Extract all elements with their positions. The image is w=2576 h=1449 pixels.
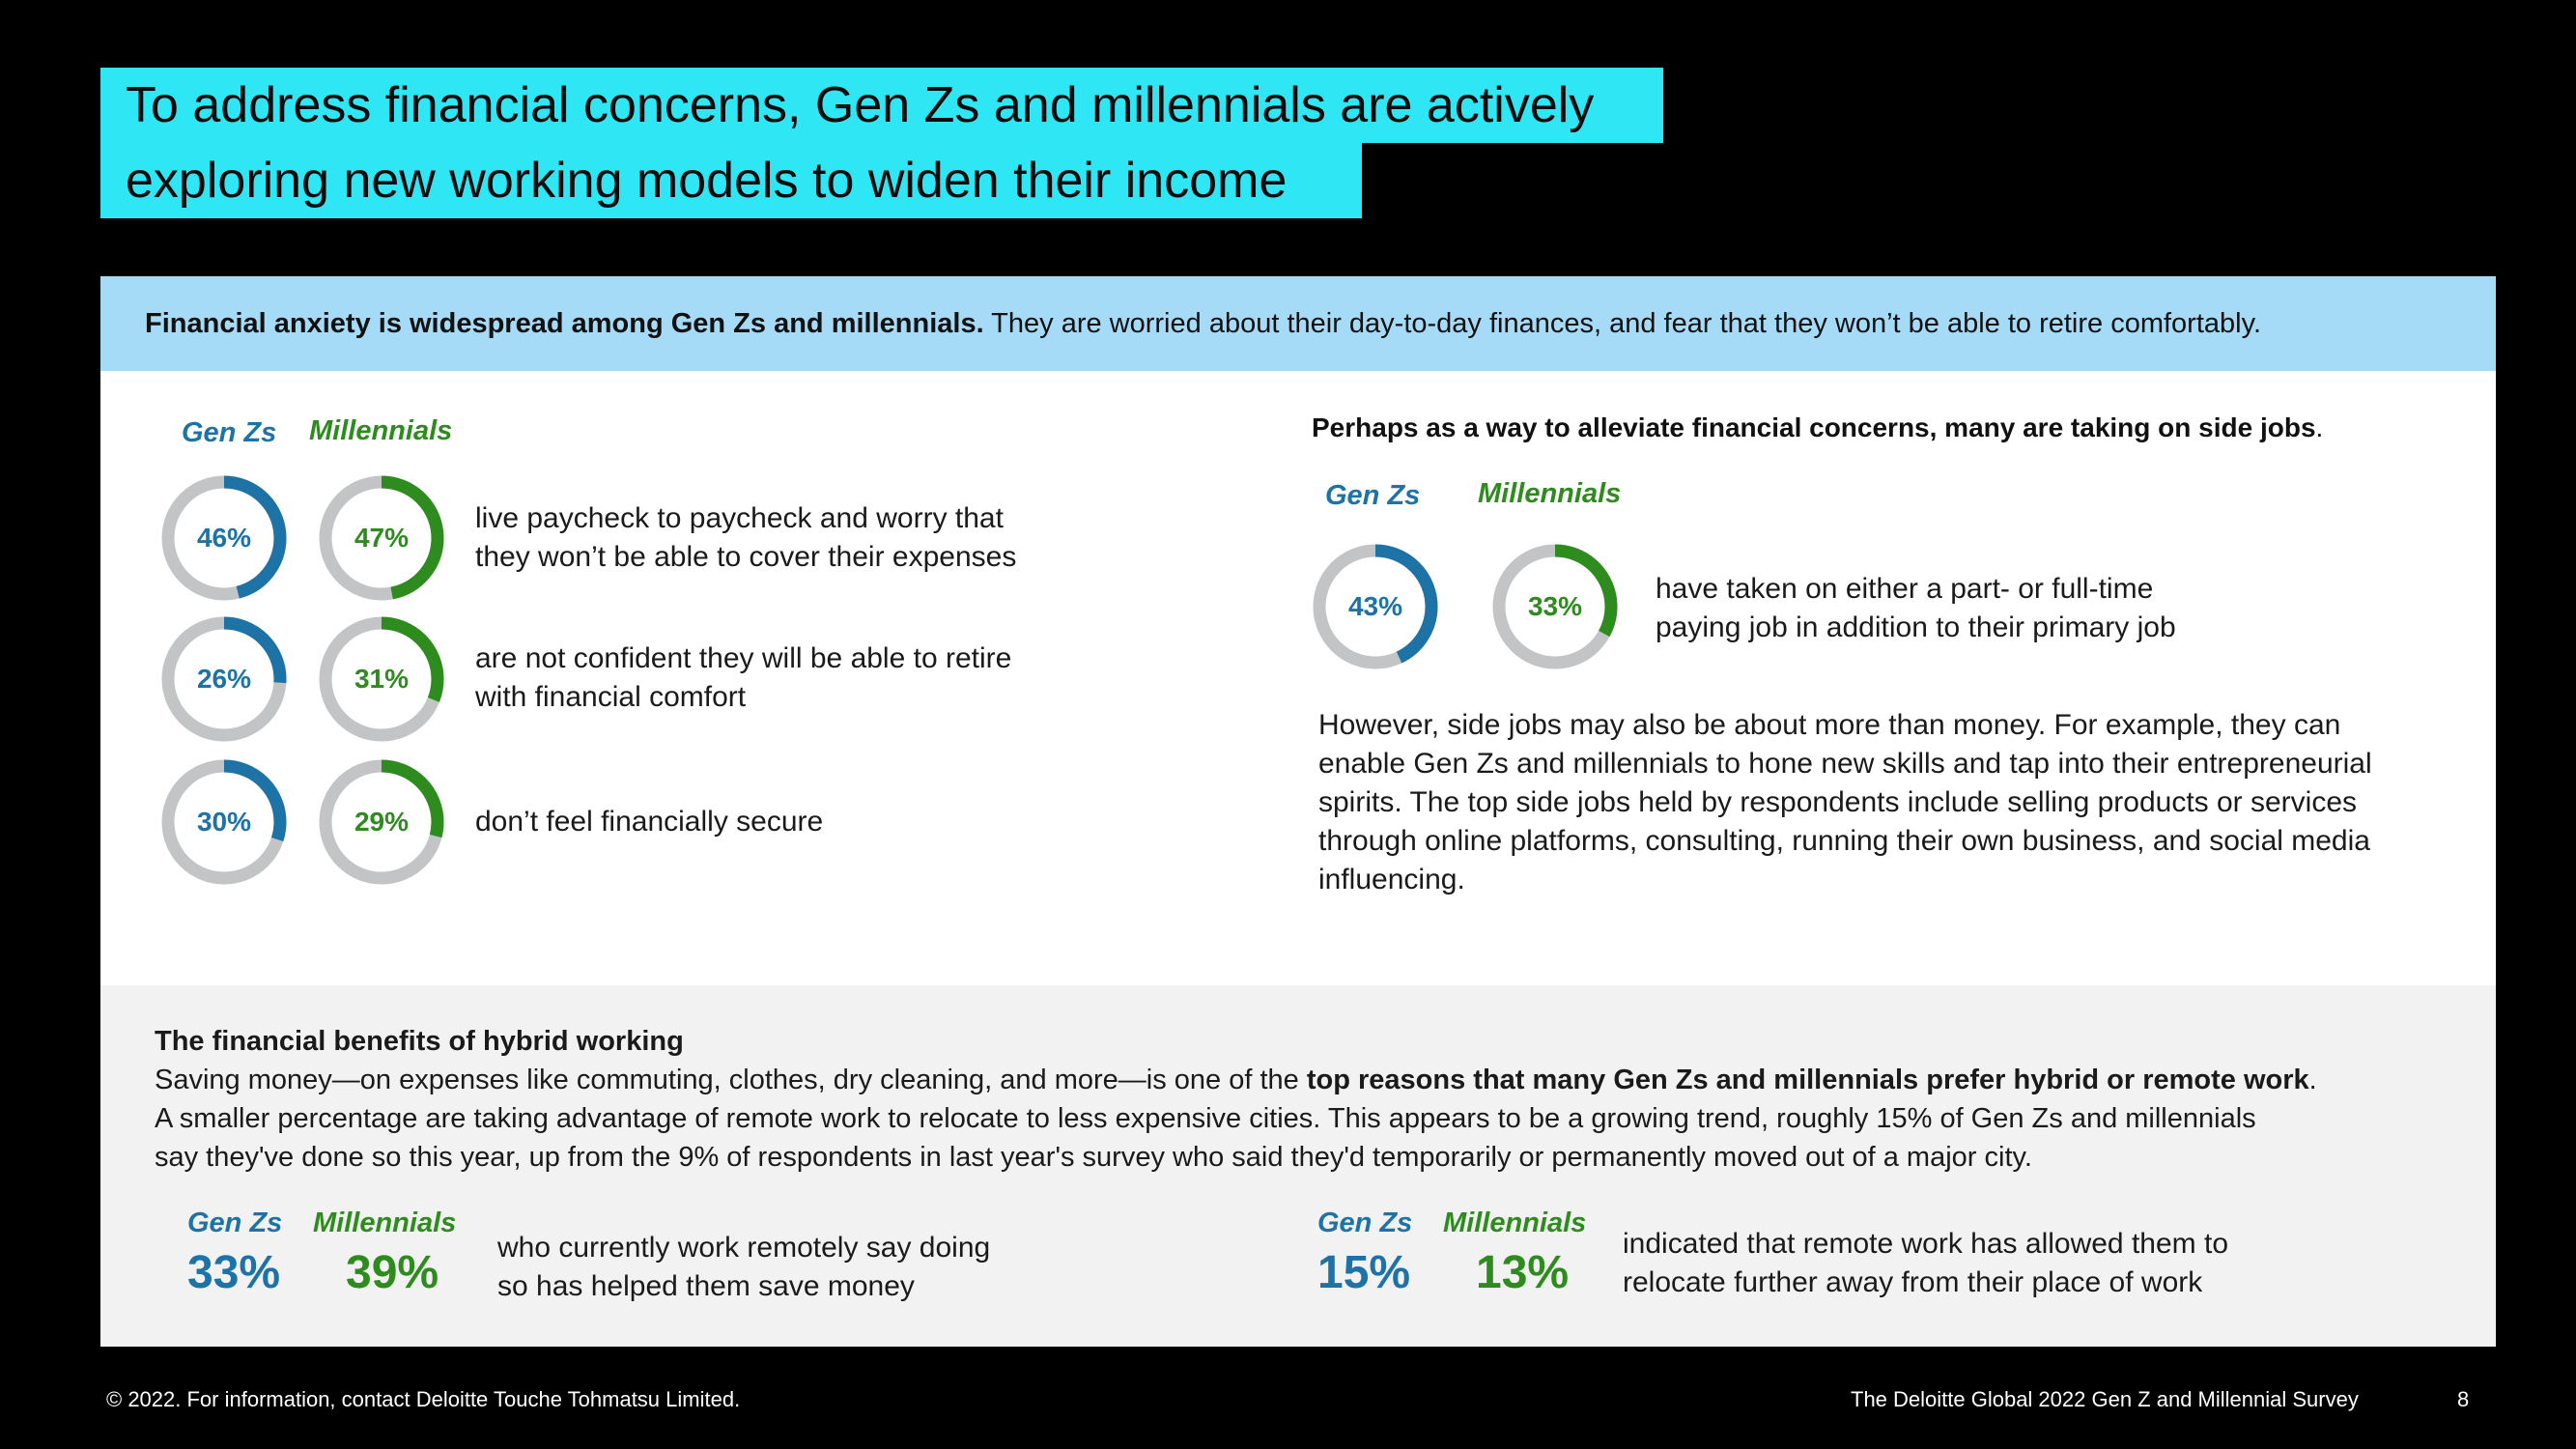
donut-millennials-3: 29% <box>316 756 447 888</box>
hybrid-panel <box>100 985 2496 1347</box>
donut-millennials-2-svg <box>319 616 444 742</box>
donut-genz-1-svg <box>161 475 287 601</box>
right-header-genz: Gen Zs <box>1325 480 1421 511</box>
donut-value-arc <box>161 616 287 742</box>
hybrid-line-1: Saving money—on expenses like commuting,… <box>155 1061 2453 1099</box>
hybrid-stat1-genz-value: 33% <box>187 1247 281 1298</box>
stat-2-line-2: with financial comfort <box>475 681 747 713</box>
side-jobs-heading: Perhaps as a way to alleviate financial … <box>1312 412 2323 443</box>
donut-millennials-3-svg <box>319 759 444 885</box>
hybrid-line-1-end: . <box>2308 1065 2317 1095</box>
footer-copyright: © 2022. For information, contact Deloitt… <box>106 1387 741 1411</box>
donut-value-arc <box>161 475 287 601</box>
donut-value-arc <box>1492 544 1618 669</box>
side-jobs-paragraph-line: However, side jobs may also be about mor… <box>1318 709 2341 741</box>
hybrid-stat2-line-2: relocate further away from their place o… <box>1623 1266 2203 1298</box>
donut-genz-3: 30% <box>158 756 290 888</box>
right-header-millennials: Millennials <box>1478 478 1622 509</box>
donut-genz-side-jobs-svg <box>1313 544 1438 669</box>
hybrid-heading: The financial benefits of hybrid working <box>155 1026 684 1057</box>
left-header-genz: Gen Zs <box>182 417 277 448</box>
donut-genz-2-svg <box>161 616 287 742</box>
donut-genz-1-label: 46% <box>196 523 252 553</box>
donut-value-arc <box>1313 544 1438 669</box>
side-jobs-line-1: have taken on either a part- or full-tim… <box>1656 573 2154 605</box>
donut-millennials-side-jobs-label: 33% <box>1527 591 1583 621</box>
donut-value-arc <box>319 475 444 601</box>
title-line-1: To address financial concerns, Gen Zs an… <box>100 68 1663 143</box>
donut-genz-side-jobs: 43% <box>1310 541 1441 672</box>
stat-1-line-2: they won’t be able to cover their expens… <box>475 541 1017 573</box>
donut-millennials-side-jobs-svg <box>1492 544 1618 669</box>
donut-millennials-side-jobs: 33% <box>1489 541 1621 672</box>
stat-3-description: don’t feel financially secure <box>475 803 823 841</box>
donut-millennials-1-svg <box>319 475 444 601</box>
title-line-2: exploring new working models to widen th… <box>100 143 1362 218</box>
hybrid-line-1-bold: top reasons that many Gen Zs and millenn… <box>1306 1065 2309 1095</box>
hybrid-stat1-header-genz: Gen Zs <box>187 1208 283 1238</box>
hybrid-stat2-genz-value: 15% <box>1317 1247 1411 1298</box>
side-jobs-paragraph-line: enable Gen Zs and millennials to hone ne… <box>1318 748 2372 780</box>
donut-value-arc <box>161 759 287 885</box>
content-panel <box>100 276 2496 985</box>
side-jobs-paragraph-line: through online platforms, consulting, ru… <box>1318 825 2370 857</box>
side-jobs-line-2: paying job in addition to their primary … <box>1656 611 2176 643</box>
donut-genz-3-svg <box>161 759 287 885</box>
stat-3-line-1: don’t feel financially secure <box>475 806 824 838</box>
donut-millennials-2-label: 31% <box>354 664 410 694</box>
banner-bold: Financial anxiety is widespread among Ge… <box>145 308 984 339</box>
side-jobs-description: have taken on either a part- or full-tim… <box>1656 570 2176 647</box>
hybrid-line-1-a: Saving money—on expenses like commuting,… <box>155 1065 1307 1095</box>
hybrid-stat1-millennials-value: 39% <box>346 1247 439 1298</box>
hybrid-stat2-header-genz: Gen Zs <box>1317 1208 1413 1238</box>
hybrid-line-3: say they've done so this year, up from t… <box>155 1142 2032 1173</box>
hybrid-stat2-millennials-value: 13% <box>1476 1247 1570 1298</box>
donut-genz-2: 26% <box>158 613 290 745</box>
stat-2-line-1: are not confident they will be able to r… <box>475 642 1012 674</box>
donut-millennials-2: 31% <box>316 613 447 745</box>
donut-genz-3-label: 30% <box>196 807 252 837</box>
donut-genz-2-label: 26% <box>196 664 252 694</box>
stat-1-description: live paycheck to paycheck and worry that… <box>475 499 1016 577</box>
hybrid-stat2-header-millennials: Millennials <box>1443 1208 1587 1238</box>
hybrid-stat2-line-1: indicated that remote work has allowed t… <box>1623 1228 2228 1260</box>
footer-page-number: 8 <box>2457 1387 2470 1411</box>
side-jobs-paragraph-line: spirits. The top side jobs held by respo… <box>1318 786 2358 818</box>
hybrid-stat2-description: indicated that remote work has allowed t… <box>1623 1225 2228 1302</box>
donut-value-arc <box>319 616 444 742</box>
hybrid-stat1-line-1: who currently work remotely say doing <box>497 1232 991 1264</box>
side-jobs-paragraph: However, side jobs may also be about mor… <box>1318 706 2372 899</box>
hybrid-stat1-description: who currently work remotely say doing so… <box>497 1229 990 1306</box>
left-header-millennials: Millennials <box>309 415 453 446</box>
side-jobs-heading-end: . <box>2315 412 2324 442</box>
donut-millennials-1-label: 47% <box>354 523 410 553</box>
donut-millennials-1: 47% <box>316 472 447 604</box>
hybrid-stat1-header-millennials: Millennials <box>313 1208 457 1238</box>
side-jobs-heading-text: Perhaps as a way to alleviate financial … <box>1312 412 2316 442</box>
hybrid-stat1-line-2: so has helped them save money <box>497 1270 915 1302</box>
donut-genz-1: 46% <box>158 472 290 604</box>
hybrid-text: The financial benefits of hybrid working… <box>155 1022 2453 1177</box>
stat-2-description: are not confident they will be able to r… <box>475 639 1011 717</box>
donut-millennials-3-label: 29% <box>354 807 410 837</box>
side-jobs-paragraph-line: influencing. <box>1318 864 1465 895</box>
footer-survey-title: The Deloitte Global 2022 Gen Z and Mille… <box>1851 1387 2359 1411</box>
banner: Financial anxiety is widespread among Ge… <box>100 276 2496 371</box>
donut-genz-side-jobs-label: 43% <box>1347 591 1403 621</box>
stat-1-line-1: live paycheck to paycheck and worry that <box>475 502 1004 534</box>
banner-text: They are worried about their day-to-day … <box>983 308 2262 339</box>
donut-value-arc <box>319 759 444 885</box>
hybrid-line-2: A smaller percentage are taking advantag… <box>155 1103 2256 1134</box>
